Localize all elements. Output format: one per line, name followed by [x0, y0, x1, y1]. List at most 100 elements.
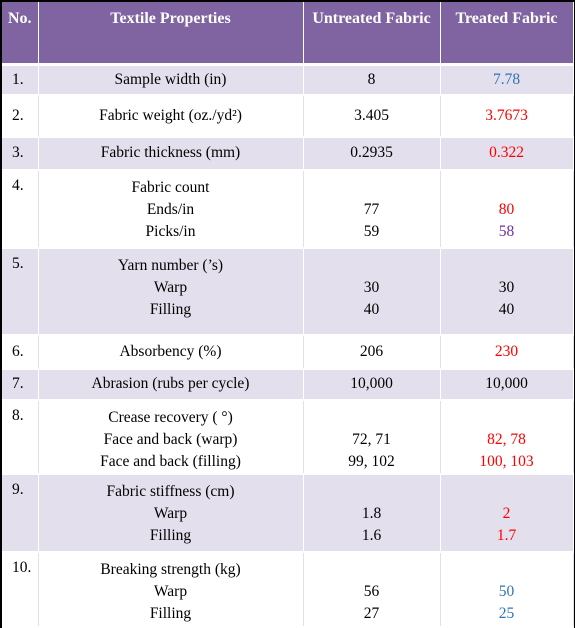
untreated-cell: 56 27 — [303, 551, 441, 628]
spacer — [441, 559, 573, 581]
property-cell: Absorbency (%) — [38, 334, 304, 370]
property-title: Yarn number (’s) — [117, 256, 224, 274]
spacer — [304, 407, 440, 429]
untreated-value: 27 — [363, 604, 380, 622]
spacer — [304, 255, 440, 277]
property-cell: Breaking strength (kg) Warp Filling — [38, 551, 304, 628]
treated-cell: 230 — [440, 334, 574, 370]
spacer — [441, 481, 573, 503]
table-row: 7. Abrasion (rubs per cycle) 10,000 10,000 — [2, 368, 574, 401]
sub-label: Picks/in — [145, 222, 196, 240]
property-cell: Fabric stiffness (cm) Warp Filling — [38, 473, 304, 553]
treated-value: 50 — [498, 582, 515, 600]
treated-cell: 82, 78 100, 103 — [440, 399, 574, 475]
untreated-value: 40 — [363, 300, 380, 318]
table-row: 6. Absorbency (%) 206 230 — [2, 334, 574, 370]
treated-value: 80 — [498, 200, 515, 218]
header-cell: No. — [2, 2, 39, 66]
sub-label: Face and back (warp) — [103, 430, 238, 448]
table-body: 1. Sample width (in) 8 7.78 2. Fabric weight … — [2, 64, 574, 628]
spacer — [441, 255, 573, 277]
treated-value: 100, 103 — [479, 452, 534, 470]
table-row: 10. Breaking strength (kg) Warp Filling 56 27… — [2, 551, 574, 628]
property-cell: Yarn number (’s) Warp Filling — [38, 247, 304, 336]
row-number: 10. — [2, 551, 39, 628]
untreated-cell: 10,000 — [303, 368, 441, 401]
spacer — [441, 407, 573, 429]
row-number: 8. — [2, 399, 39, 475]
treated-cell: 0.322 — [440, 136, 574, 171]
table-row: 2. Fabric weight (oz./yd²) 3.405 3.7673 — [2, 94, 574, 138]
row-number: 9. — [2, 473, 39, 553]
sub-label: Warp — [153, 582, 188, 600]
treated-cell: 10,000 — [440, 368, 574, 401]
treated-cell: 2 1.7 — [440, 473, 574, 553]
untreated-cell: 3.405 — [303, 94, 441, 138]
untreated-cell: 30 40 — [303, 247, 441, 336]
sub-label: Filling — [149, 300, 192, 318]
sub-label: Warp — [153, 278, 188, 296]
untreated-cell: 8 — [303, 64, 441, 96]
spacer — [304, 481, 440, 503]
untreated-value: 30 — [363, 278, 380, 296]
treated-value: 30 — [498, 278, 515, 296]
untreated-value: 59 — [363, 222, 380, 240]
header-row: No. Textile Properties Untreated Fabric … — [2, 2, 574, 66]
row-number: 2. — [2, 94, 39, 138]
spacer — [304, 559, 440, 581]
treated-cell: 80 58 — [440, 169, 574, 249]
header-cell: Textile Properties — [38, 2, 304, 66]
treated-cell: 30 40 — [440, 247, 574, 336]
table-row: 9. Fabric stiffness (cm) Warp Filling 1.8 1.6… — [2, 473, 574, 553]
table-row: 8. Crease recovery ( °) Face and back (war… — [2, 399, 574, 475]
treated-cell: 7.78 — [440, 64, 574, 96]
untreated-value: 72, 71 — [352, 430, 391, 448]
sub-label: Warp — [153, 504, 188, 522]
row-number: 6. — [2, 334, 39, 370]
property-cell: Fabric count Ends/in Picks/in — [38, 169, 304, 249]
row-number: 4. — [2, 169, 39, 249]
sub-label: Filling — [149, 526, 192, 544]
treated-cell: 3.7673 — [440, 94, 574, 138]
untreated-value: 1.6 — [361, 526, 382, 544]
treated-value: 40 — [498, 300, 515, 318]
treated-value: 2 — [502, 504, 511, 522]
table-row: 4. Fabric count Ends/in Picks/in 77 59 80 58 — [2, 169, 574, 249]
untreated-cell: 72, 71 99, 102 — [303, 399, 441, 475]
row-number: 1. — [2, 64, 39, 96]
untreated-value: 77 — [363, 200, 380, 218]
untreated-cell: 0.2935 — [303, 136, 441, 171]
property-cell: Abrasion (rubs per cycle) — [38, 368, 304, 401]
property-cell: Fabric thickness (mm) — [38, 136, 304, 171]
sub-label: Ends/in — [146, 200, 195, 218]
table-row: 1. Sample width (in) 8 7.78 — [2, 64, 574, 96]
header-cell: Untreated Fabric — [303, 2, 441, 66]
header-cell: Treated Fabric — [440, 2, 574, 66]
untreated-cell: 1.8 1.6 — [303, 473, 441, 553]
sub-label: Filling — [149, 604, 192, 622]
property-title: Fabric count — [131, 178, 210, 196]
row-number: 5. — [2, 247, 39, 336]
untreated-cell: 206 — [303, 334, 441, 370]
property-title: Fabric stiffness (cm) — [106, 482, 235, 500]
spacer — [304, 177, 440, 199]
spacer — [441, 177, 573, 199]
treated-cell: 50 25 — [440, 551, 574, 628]
treated-value: 1.7 — [496, 526, 517, 544]
treated-value: 58 — [498, 222, 515, 240]
untreated-cell: 77 59 — [303, 169, 441, 249]
table-row: 3. Fabric thickness (mm) 0.2935 0.322 — [2, 136, 574, 171]
untreated-value: 1.8 — [361, 504, 382, 522]
sub-label: Face and back (filling) — [100, 452, 241, 470]
untreated-value: 56 — [363, 582, 380, 600]
treated-value: 25 — [498, 604, 515, 622]
property-title: Breaking strength (kg) — [100, 560, 241, 578]
property-cell: Crease recovery ( °) Face and back (warp)… — [38, 399, 304, 475]
property-cell: Fabric weight (oz./yd²) — [38, 94, 304, 138]
treated-value: 82, 78 — [487, 430, 526, 448]
row-number: 3. — [2, 136, 39, 171]
property-title: Crease recovery ( °) — [108, 408, 233, 426]
